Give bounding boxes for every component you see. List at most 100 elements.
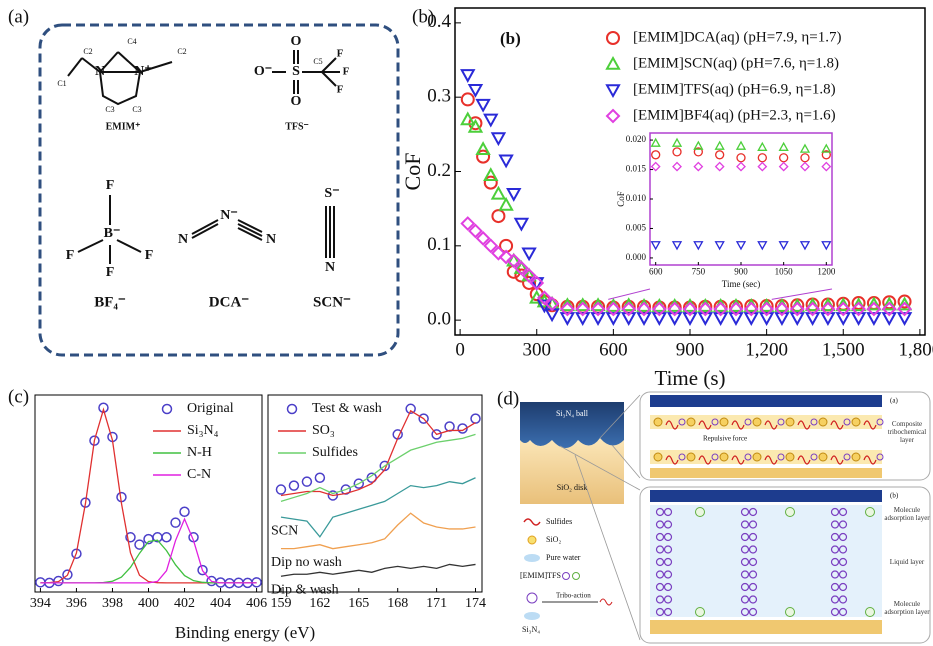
molecule (655, 507, 665, 517)
ion (686, 417, 696, 427)
marker (671, 137, 683, 147)
legend-text: Tribo-action (556, 592, 591, 600)
molecule (838, 532, 848, 542)
marker (498, 249, 514, 265)
legend-label: Si₃N₄ (187, 423, 219, 438)
legend-text: SiO₂ (546, 535, 561, 544)
marker (743, 312, 760, 326)
marker (483, 238, 499, 254)
marker (498, 196, 514, 211)
molecule (678, 418, 686, 426)
atom: F (337, 48, 344, 60)
marker (431, 429, 442, 440)
legend-label: [EMIM]TFS(aq) (pH=6.9, η=1.8) (633, 81, 836, 97)
series-line (280, 563, 476, 577)
sulfide (764, 420, 778, 430)
legend-swatch (605, 84, 621, 99)
molecule (655, 607, 665, 617)
marker (835, 301, 851, 317)
x-tick-label: 750 (692, 267, 706, 277)
x-tick-label: 174 (465, 596, 486, 611)
molecule (830, 557, 840, 567)
marker (506, 253, 522, 269)
layer-label: Liquid layer (889, 558, 925, 566)
marker (460, 216, 476, 231)
atom: N⁻ (220, 208, 238, 223)
marker (778, 161, 789, 172)
force-label: Repulsive force (703, 435, 747, 443)
liquid (650, 505, 882, 617)
marker (544, 296, 560, 312)
marker (301, 476, 313, 487)
marker (881, 312, 897, 326)
chart-annotation: (b) (500, 29, 521, 48)
marker (882, 295, 897, 310)
marker (774, 301, 790, 317)
marker (799, 241, 811, 251)
cation (695, 507, 705, 517)
marker (758, 312, 775, 326)
legend-label: N-H (187, 445, 212, 460)
marker (800, 161, 810, 172)
marker (468, 223, 483, 239)
marker (521, 268, 537, 283)
atom: N (266, 232, 276, 247)
marker (636, 312, 652, 326)
marker (774, 312, 790, 326)
curve-label: SCN (271, 523, 298, 538)
molecule (655, 557, 665, 567)
legend-text: [EMIM]TFS (520, 571, 561, 580)
x-tick-label: 396 (66, 596, 87, 611)
marker (575, 312, 591, 326)
marker (667, 301, 683, 317)
x-tick-label: 1050 (775, 267, 794, 277)
molecule (655, 545, 665, 554)
panel-frame (38, 23, 400, 357)
x-tick-label: 1200 (817, 267, 836, 277)
box-label: (b) (890, 492, 899, 500)
molecule (810, 418, 818, 426)
molecule (740, 570, 750, 579)
molecule (711, 453, 719, 461)
y-tick-label: 0.015 (626, 164, 647, 174)
atom: C3 (105, 105, 114, 114)
legend-icon (527, 535, 537, 545)
molecule (740, 557, 750, 567)
marker (713, 301, 729, 317)
molecule (663, 570, 673, 579)
molecule (748, 520, 758, 529)
curve-label: Dip & wash (271, 582, 339, 597)
series-line (40, 517, 257, 584)
marker (897, 301, 912, 317)
marker (850, 312, 867, 326)
molecule (838, 507, 848, 517)
marker (475, 98, 491, 113)
ball-label: Si₃N₄ ball (556, 409, 589, 418)
molecule (663, 532, 673, 542)
molecule (777, 453, 785, 461)
atom: F (106, 265, 115, 280)
molecule (838, 595, 848, 604)
marker (820, 312, 836, 326)
molecule (876, 453, 884, 461)
marker (491, 245, 506, 261)
x-tick-label: 1,200 (745, 340, 788, 361)
disk-surface (650, 620, 882, 634)
atoms: N N⁺ C1 C2 C4 C2 C3 C3 O⁻ S O O C5 F F F… (57, 34, 349, 280)
legend-label: Test & wash (312, 401, 382, 416)
molecule (830, 545, 840, 554)
molecule-names: EMIM⁺ TFS⁻ BF₄⁻ DCA⁻ SCN⁻ (94, 121, 351, 310)
x-tick-label: 162 (309, 596, 330, 611)
legend-swatch (605, 55, 621, 70)
panel-label: (a) (8, 6, 29, 27)
x-tick-label: 1,500 (822, 340, 865, 361)
marker (483, 167, 499, 182)
marker (179, 506, 190, 517)
marker (620, 312, 637, 326)
x-tick-label: 398 (102, 596, 123, 611)
cation (865, 507, 875, 517)
marker (650, 161, 661, 172)
marker (353, 478, 365, 489)
molecule-decor (653, 417, 884, 617)
sulfide (698, 455, 712, 465)
